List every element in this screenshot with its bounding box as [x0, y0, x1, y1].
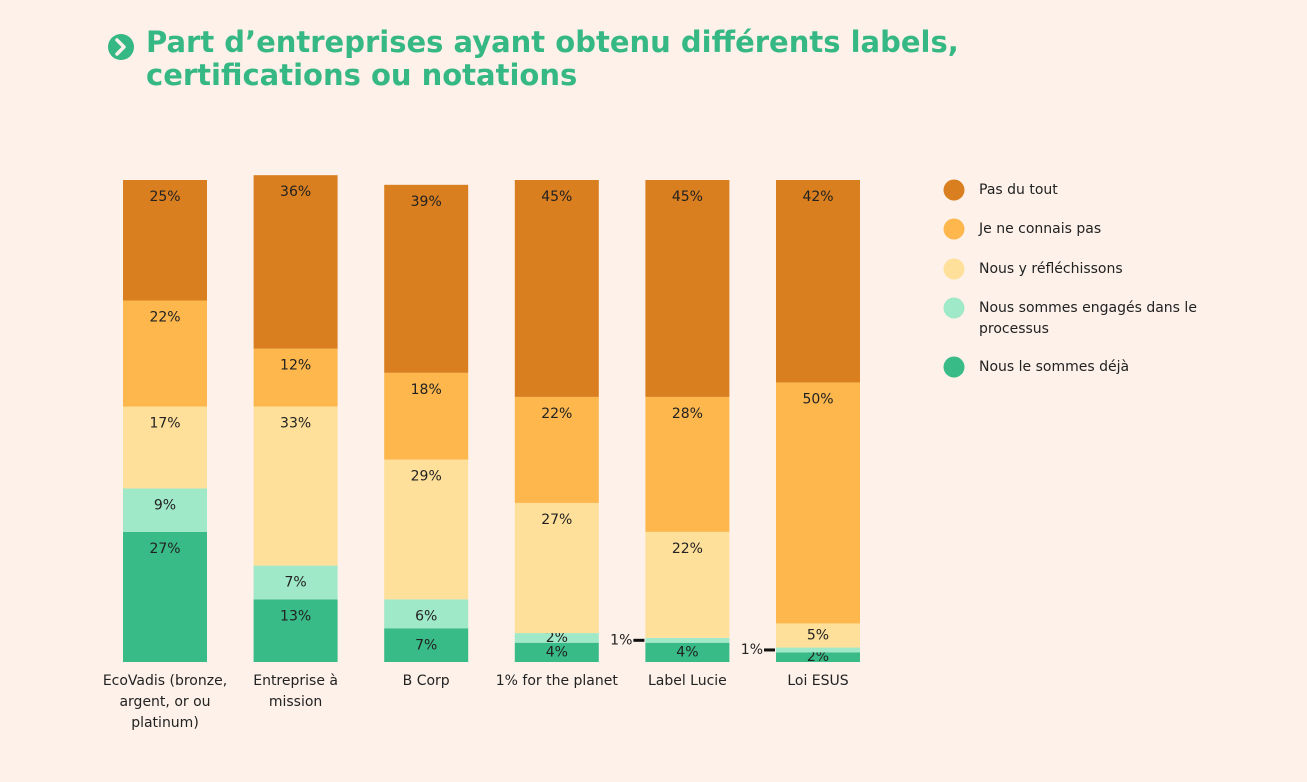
bar-segment [123, 180, 207, 301]
data-label: 2% [807, 649, 829, 665]
bar-segment [384, 628, 469, 662]
data-label: 17% [149, 416, 180, 432]
data-label: 25% [149, 189, 180, 205]
chart-title: Part d’entreprises ayant obtenu différen… [146, 25, 959, 92]
bar-segment [514, 180, 599, 397]
bar-segment [123, 488, 207, 532]
legend-marker [943, 258, 965, 280]
bar-segment [253, 348, 338, 407]
legend-marker [943, 356, 965, 378]
title-icon [108, 34, 134, 60]
bar-segment [645, 637, 730, 643]
legend-label: Je ne connais pas [979, 221, 1102, 237]
legend-marker [943, 179, 965, 201]
legend-marker [943, 218, 965, 240]
bar-segment [514, 502, 599, 634]
data-label: 42% [802, 189, 833, 205]
data-label: 22% [672, 541, 703, 557]
data-label: 27% [149, 541, 180, 557]
data-label: 45% [672, 189, 703, 205]
data-label: 39% [411, 194, 442, 210]
data-label: 13% [280, 608, 311, 624]
bar-segment [776, 180, 860, 383]
bar-segment [776, 647, 860, 653]
bar-segment [123, 406, 207, 489]
data-label: 12% [280, 358, 311, 374]
bar-segment [645, 531, 730, 638]
bar-segment [123, 531, 207, 662]
bar-segment [645, 180, 730, 397]
x-tick-label: Entreprise à mission [253, 673, 338, 710]
bar-segment [253, 565, 338, 600]
bar-segment [776, 382, 860, 624]
data-label: 9% [154, 497, 176, 513]
data-label: 1% [610, 632, 632, 648]
data-label: 29% [411, 469, 442, 485]
data-label: 1% [741, 642, 763, 658]
legend-label: Nous y réfléchissons [979, 261, 1123, 277]
data-label: 5% [807, 627, 829, 643]
data-label: 4% [546, 644, 568, 660]
bar-segment [776, 652, 860, 662]
data-label: 18% [411, 382, 442, 398]
data-label: 2% [546, 630, 568, 646]
legend-marker [943, 297, 965, 319]
bar-segment [384, 184, 469, 373]
x-tick-label: 1% for the planet [495, 673, 618, 689]
data-label: 4% [676, 644, 698, 660]
data-label: 45% [541, 189, 572, 205]
data-label: 7% [284, 575, 306, 591]
legend-label: Nous le sommes déjà [979, 359, 1130, 375]
x-tick-label: EcoVadis (bronze, argent, or ou platinum… [102, 673, 228, 731]
data-label: 27% [541, 512, 572, 528]
data-label: 50% [802, 391, 833, 407]
bar-segment [384, 599, 469, 629]
data-label: 22% [541, 406, 572, 422]
x-tick-label: Label Lucie [647, 673, 727, 689]
data-label: 28% [672, 406, 703, 422]
bar-segment [776, 623, 860, 648]
bar-segment [253, 406, 338, 566]
title-icon-chevron [115, 38, 126, 56]
bar-segment [514, 642, 599, 662]
bar-segment [384, 372, 469, 460]
bar-segment [123, 300, 207, 407]
bar-segment [514, 633, 599, 643]
bar-segment [514, 396, 599, 503]
data-label: 22% [149, 310, 180, 326]
bar-segment [253, 599, 338, 662]
legend-label: Nous sommes engagés dans le processus [979, 300, 1197, 337]
x-tick-label: B Corp [402, 673, 450, 689]
data-label: 7% [415, 637, 437, 653]
bar-segment [384, 459, 469, 600]
bar-segment [645, 396, 730, 532]
bar-segment [253, 175, 338, 349]
x-tick-label: Loi ESUS [787, 673, 849, 689]
legend-label: Pas du tout [979, 182, 1058, 198]
data-label: 36% [280, 184, 311, 200]
data-label: 6% [415, 608, 437, 624]
data-label: 33% [280, 416, 311, 432]
bar-segment [645, 642, 730, 662]
